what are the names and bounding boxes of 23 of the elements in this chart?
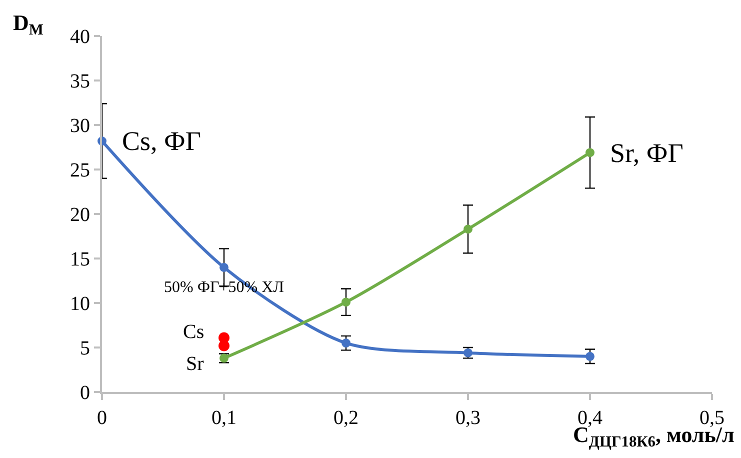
annotation: Sr	[186, 353, 204, 375]
y-tick-label: 25	[70, 160, 90, 182]
y-tick-label: 0	[80, 382, 90, 404]
point	[342, 298, 350, 307]
y-tick-label: 40	[70, 26, 90, 48]
y-axis-title: D$_{М}$	[13, 10, 44, 39]
annotation: Cs	[183, 321, 204, 343]
y-tick-label: 10	[70, 293, 90, 315]
x-tick-label: 0	[97, 407, 107, 429]
series-label: Cs, ФГ	[122, 126, 201, 156]
y-tick-label: 5	[80, 338, 90, 360]
point	[586, 148, 594, 158]
x-tick-label: 0,5	[700, 407, 724, 429]
y-tick-label: 35	[70, 70, 90, 92]
x-tick-label: 0,2	[334, 407, 358, 429]
y-tick-label: 30	[70, 115, 90, 137]
x-tick-label: 0,1	[212, 407, 236, 429]
series-label: Sr, ФГ	[610, 138, 684, 168]
y-tick-label: 20	[70, 204, 90, 226]
x-tick-label: 0,3	[456, 407, 480, 429]
point	[464, 224, 472, 234]
y-tick-label: 15	[70, 248, 90, 270]
point	[218, 340, 230, 352]
